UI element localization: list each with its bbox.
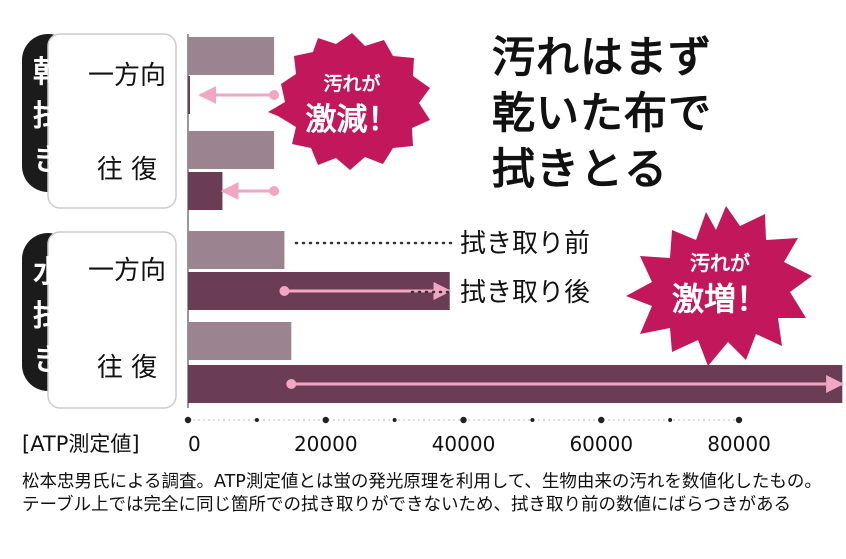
footnote: 松本忠男氏による調査。ATP測定値とは蛍の発光原理を利用して、生物由来の汚れを数…: [22, 472, 822, 515]
row-label-box-wet: [47, 231, 177, 409]
tick-label: 20000: [294, 432, 358, 456]
group-label-dry: 乾 拭 き: [33, 55, 63, 178]
tick-label: 0: [188, 432, 201, 456]
badge-decrease-bottom: 激減！: [306, 102, 399, 138]
change-arrow-origin: [286, 379, 297, 389]
legend-after-label: 拭き取り後: [460, 278, 590, 308]
bar-after: [188, 76, 190, 114]
ticks-layer: 0 20000 40000 60000 80000: [184, 416, 771, 456]
tick-dot: [735, 416, 743, 424]
change-arrow-origin: [269, 90, 280, 100]
badge-increase: 汚れが 激増！: [626, 206, 812, 366]
headline-line-2: 乾いた布で: [492, 89, 712, 139]
bar-before: [188, 231, 285, 269]
legend-before-label: 拭き取り前: [460, 229, 590, 259]
headline-line-3: 拭きとる: [492, 145, 668, 195]
badge-increase-shape: [626, 206, 812, 366]
row-label-wet-oneway: 一方向: [88, 256, 166, 286]
badge-increase-top: 汚れが: [690, 251, 750, 275]
group-label-wet: 水 拭 き: [33, 255, 64, 378]
headline-line-1: 汚れはまず: [492, 33, 712, 83]
row-label-dry-oneway: 一方向: [88, 61, 166, 91]
change-arrow: [198, 86, 280, 104]
group-label-wet-char-2: 拭: [33, 299, 63, 334]
row-label-wet-roundtrip: 往 復: [97, 353, 157, 383]
tick-dot: [668, 418, 673, 422]
bar-before: [188, 322, 292, 360]
badge-decrease: 汚れが 激減！: [268, 33, 430, 170]
headline: 汚れはまず 乾いた布で 拭きとる: [492, 30, 712, 198]
row-label-box-dry: [47, 33, 177, 209]
tick-label: 60000: [569, 432, 633, 456]
group-label-dry-char-3: き: [33, 143, 63, 178]
tick-dot: [184, 416, 192, 424]
group-label-wet-char-3: き: [33, 343, 63, 378]
axis-label: [ATP測定値]: [22, 432, 140, 456]
bar-after: [188, 172, 223, 210]
change-arrow: [286, 375, 845, 393]
bar-before: [188, 131, 275, 169]
badge-decrease-top: 汚れが: [323, 72, 380, 95]
bar-before: [188, 37, 275, 75]
change-arrow-origin: [269, 186, 280, 196]
arrows-layer: [198, 86, 845, 393]
row-label-dry-roundtrip: 往 復: [97, 155, 157, 185]
tick-dot: [598, 416, 605, 424]
tick-dot: [460, 416, 467, 424]
badge-increase-bottom: 激増！: [672, 280, 768, 318]
badge-decrease-shape: [268, 33, 430, 170]
tick-label: 80000: [707, 432, 771, 456]
tick-dot: [530, 418, 535, 422]
group-label-dry-char-2: 拭: [33, 99, 63, 134]
tick-dot: [392, 418, 397, 422]
group-label-dry-char-1: 乾: [33, 55, 63, 90]
change-arrow: [220, 182, 280, 200]
tick-dot: [254, 418, 259, 422]
change-arrow-origin: [279, 286, 290, 296]
tick-label: 40000: [432, 432, 496, 456]
change-arrow: [279, 282, 452, 300]
tick-dot: [322, 416, 329, 424]
group-label-wet-char-1: 水: [33, 255, 64, 290]
